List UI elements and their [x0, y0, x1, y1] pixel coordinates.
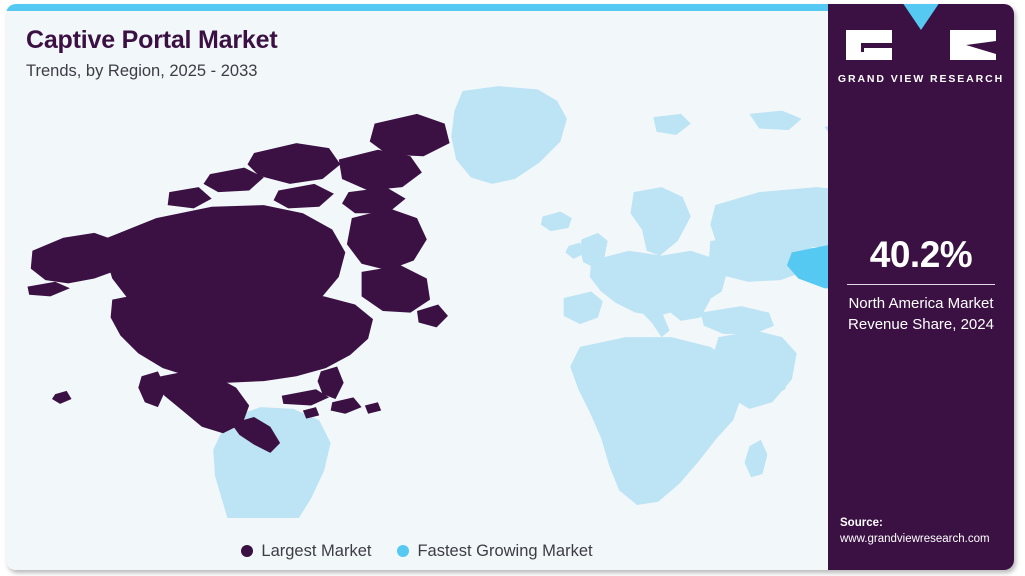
region-newfoundland — [417, 304, 448, 328]
map-legend: Largest Market Fastest Growing Market — [6, 532, 828, 570]
region-arabia — [731, 348, 791, 403]
stat-caption: North America Market Revenue Share, 2024 — [828, 294, 1014, 335]
region-florida — [317, 366, 344, 400]
logo-marks — [846, 4, 996, 64]
legend-label-fastest: Fastest Growing Market — [417, 541, 593, 560]
region-hawaii — [51, 390, 72, 404]
region-iberia — [563, 291, 603, 325]
stat-block: 40.2% North America Market Revenue Share… — [828, 236, 1014, 335]
region-puerto-rico — [364, 402, 382, 414]
region-arctic-archipelago-4 — [167, 187, 212, 209]
map-regions-largest — [27, 113, 450, 453]
region-cuba — [281, 389, 329, 406]
header-block: Captive Portal Market Trends, by Region,… — [26, 26, 278, 81]
region-balkans — [666, 288, 711, 321]
legend-label-largest: Largest Market — [261, 541, 372, 560]
logo-g-icon — [846, 30, 892, 60]
region-madagascar — [744, 439, 768, 478]
stat-divider — [847, 284, 995, 285]
map-regions-other — [201, 86, 828, 518]
stat-panel: GRAND VIEW RESEARCH 40.2% North America … — [828, 4, 1014, 570]
legend-dot-icon-fastest — [397, 545, 410, 557]
page-subtitle: Trends, by Region, 2025 - 2033 — [26, 61, 258, 80]
region-mexico — [153, 371, 250, 434]
source-block: Source: www.grandviewresearch.com — [840, 515, 1014, 548]
stat-caption-line2: Revenue Share, 2024 — [848, 315, 994, 333]
region-ellesmere — [369, 113, 450, 157]
source-label: Source: — [840, 516, 883, 529]
logo-v-shape — [898, 4, 944, 47]
region-west-russia — [708, 234, 817, 282]
region-alaska — [30, 232, 129, 284]
logo-r-icon — [950, 30, 996, 60]
region-iceland — [540, 211, 572, 232]
region-central-america — [231, 416, 281, 453]
region-arctic-archipelago-1 — [247, 143, 341, 184]
region-scandinavia — [630, 187, 691, 256]
stat-caption-line1: North America Market — [848, 295, 994, 312]
legend-item-largest-market: Largest Market — [241, 542, 371, 561]
source-url[interactable]: www.grandviewresearch.com — [840, 533, 990, 546]
logo-r-wedge — [966, 41, 996, 54]
region-arctic-archipelago-3 — [273, 183, 334, 209]
region-kazakhstan — [786, 245, 828, 289]
stat-value: 40.2% — [869, 234, 973, 275]
region-baja — [138, 371, 167, 408]
world-map — [6, 78, 828, 518]
page-title: Captive Portal Market — [26, 26, 278, 54]
region-italy — [640, 298, 670, 338]
region-hispaniola — [330, 397, 362, 414]
region-aleutians — [27, 281, 70, 297]
logo-wordmark: GRAND VIEW RESEARCH — [837, 73, 1005, 85]
region-africa — [570, 337, 743, 505]
region-baffin — [346, 208, 427, 271]
region-jamaica — [302, 407, 320, 419]
region-arctic-archipelago-6 — [342, 187, 406, 214]
region-arctic-isles — [653, 113, 691, 136]
region-turkey — [700, 306, 774, 334]
brand-logo: GRAND VIEW RESEARCH — [828, 4, 1014, 85]
legend-dot-icon-largest — [241, 545, 254, 557]
logo-v-triangle-icon — [898, 4, 944, 64]
world-map-svg — [27, 86, 828, 518]
legend-item-fastest-growing-market: Fastest Growing Market — [397, 541, 593, 561]
logo-g-tick — [861, 43, 864, 52]
region-ireland — [565, 242, 584, 259]
region-labrador-ne — [361, 265, 431, 313]
top-accent-bar — [6, 4, 828, 11]
region-greenland — [451, 86, 567, 184]
map-pane: Captive Portal Market Trends, by Region,… — [6, 4, 828, 570]
region-arctic-isles-2 — [749, 110, 802, 131]
map-regions-fastest-growing — [786, 245, 828, 289]
region-arctic-isles-3 — [824, 125, 828, 132]
region-arctic-archipelago-2 — [203, 167, 264, 193]
region-arctic-archipelago-5 — [338, 149, 422, 191]
infographic-card: Captive Portal Market Trends, by Region,… — [6, 4, 1014, 570]
logo-g-slot — [861, 43, 892, 48]
region-united-states — [110, 288, 373, 383]
